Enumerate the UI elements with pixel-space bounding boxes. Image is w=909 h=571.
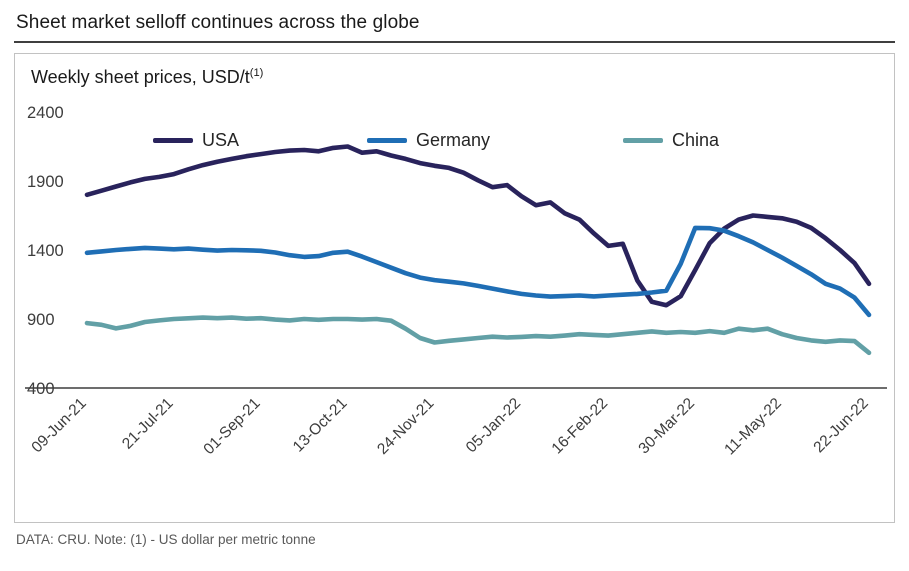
china-series-line: [84, 315, 872, 356]
x-tick-label: 16-Feb-22: [549, 395, 612, 458]
y-tick-label: 1900: [27, 173, 64, 191]
legend-item-china: China: [623, 128, 719, 152]
source-note: DATA: CRU. Note: (1) - US dollar per met…: [16, 532, 316, 547]
x-tick-label: 05-Jan-22: [463, 395, 524, 456]
china-line-swatch: [623, 137, 663, 143]
y-tick-label: 2400: [27, 104, 64, 122]
usa-series-line: [84, 144, 872, 308]
figure-title: Sheet market selloff continues across th…: [16, 12, 420, 33]
chart-subtitle-text: Weekly sheet prices, USD/t: [31, 67, 250, 87]
legend-label-china: China: [672, 129, 720, 150]
chart-legend: USA Germany China: [15, 128, 894, 152]
x-tick-label: 01-Sep-21: [200, 395, 263, 458]
x-tick-label: 22-Jun-22: [810, 395, 871, 456]
y-tick-label: 400: [27, 380, 55, 398]
x-tick-label: 09-Jun-21: [28, 395, 89, 456]
figure: Sheet market selloff continues across th…: [14, 12, 895, 547]
usa-line-swatch: [153, 137, 193, 143]
legend-label-usa: USA: [202, 129, 240, 150]
germany-line-swatch: [367, 137, 407, 143]
x-tick-label: 21-Jul-21: [119, 395, 177, 453]
chart-card: Weekly sheet prices, USD/t(1) USA German…: [14, 53, 895, 523]
x-tick-label: 24-Nov-21: [374, 395, 437, 458]
y-tick-label: 1400: [27, 242, 64, 260]
y-tick-label: 900: [27, 311, 55, 329]
germany-series-line: [84, 225, 872, 318]
x-tick-label: 30-Mar-22: [635, 395, 698, 458]
legend-item-usa: USA: [153, 128, 239, 152]
chart-subtitle: Weekly sheet prices, USD/t(1): [31, 67, 263, 88]
title-rule: [14, 41, 895, 43]
chart-svg: 400 900 1400 1900 2400 09-Jun-21 21-Jul-21 01-S…: [25, 104, 887, 459]
legend-item-germany: Germany: [367, 128, 490, 152]
legend-label-germany: Germany: [416, 129, 491, 150]
x-tick-label: 13-Oct-21: [290, 395, 351, 456]
x-tick-label: 11-May-22: [721, 395, 785, 459]
chart-subtitle-footnote-marker: (1): [249, 67, 264, 79]
